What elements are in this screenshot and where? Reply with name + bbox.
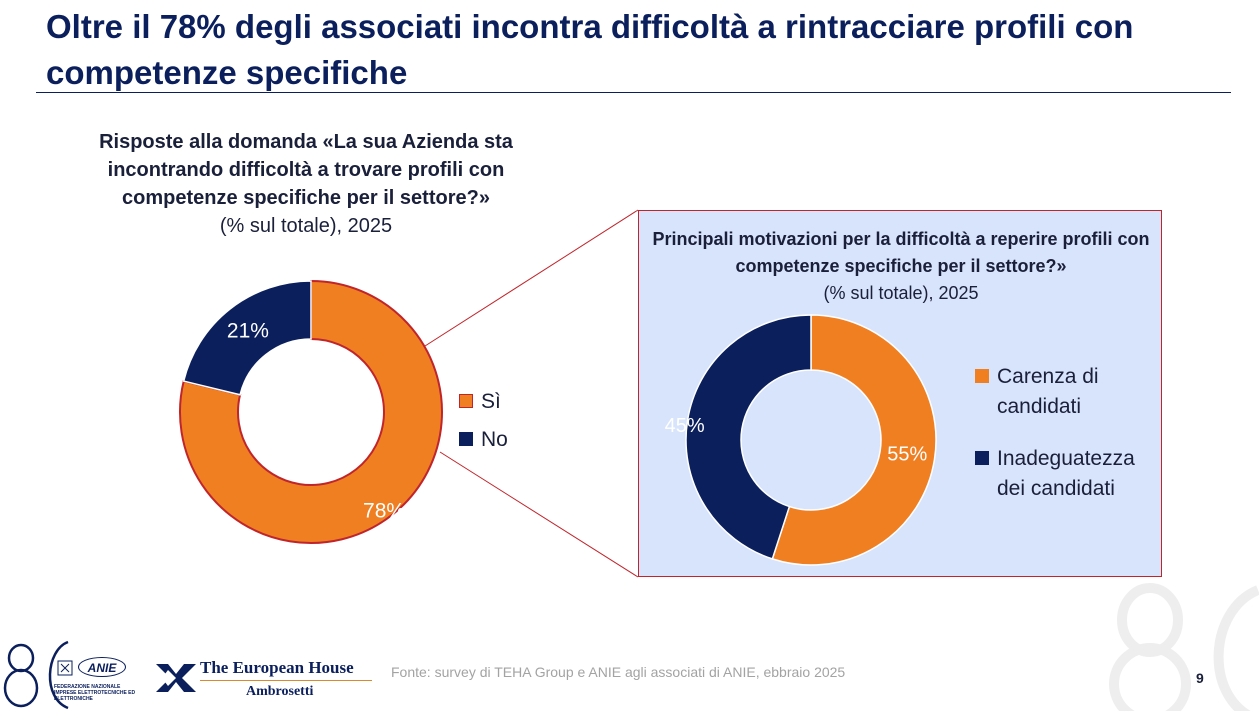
right-chart-question: Principali motivazioni per la difficoltà… <box>652 229 1150 276</box>
left-chart-legend: Sì No <box>459 387 508 463</box>
logo-80-years <box>3 640 69 710</box>
teh-logo-subname: Ambrosetti <box>246 684 314 699</box>
legend-entry: No <box>459 425 508 455</box>
donut-slice-1 <box>771 314 937 566</box>
legend-entry: Sì <box>459 387 508 417</box>
donut-chart-difficulty: 78% 21% <box>179 279 443 544</box>
title-divider <box>36 92 1231 93</box>
decorative-80-watermark <box>1109 583 1259 711</box>
anie-seal-icon <box>57 660 73 676</box>
left-chart-question: Risposte alla domanda «La sua Azienda st… <box>99 131 513 209</box>
legend-swatch <box>459 394 473 408</box>
legend-label: No <box>481 428 508 451</box>
legend-entry: Carenza di candidati <box>975 362 1135 422</box>
donut-data-label-2: 21% <box>227 319 269 342</box>
legend-swatch <box>975 369 989 383</box>
donut-data-label-1: 78% <box>363 500 405 523</box>
donut-slice-2 <box>685 314 812 560</box>
page-number: 9 <box>1196 670 1204 686</box>
anie-logo-subtext: FEDERAZIONE NAZIONALE IMPRESE ELETTROTEC… <box>54 684 136 702</box>
right-chart-legend: Carenza di candidati Inadeguatezza dei ca… <box>975 362 1135 526</box>
callout-line-bottom <box>439 451 639 578</box>
teh-logo-name: The European House <box>200 658 354 677</box>
left-chart-subtitle: (% sul totale), 2025 <box>219 215 393 237</box>
legend-swatch <box>459 432 473 446</box>
legend-swatch <box>975 451 989 465</box>
legend-label: Carenza di candidati <box>997 365 1099 418</box>
source-note: Fonte: survey di TEHA Group e ANIE agli … <box>391 664 846 680</box>
left-chart-heading: Risposte alla domanda «La sua Azienda st… <box>60 128 552 240</box>
donut-slice-1 <box>179 279 443 544</box>
right-chart-heading: Principali motivazioni per la difficoltà… <box>640 226 1162 307</box>
donut-slice-2 <box>182 280 312 396</box>
legend-label: Inadeguatezza dei candidati <box>997 447 1135 500</box>
page-title: Oltre il 78% degli associati incontra di… <box>46 8 1134 91</box>
callout-line-top <box>424 209 639 347</box>
teh-logo-rule <box>200 680 372 681</box>
legend-label: Sì <box>481 390 501 413</box>
right-chart-subtitle: (% sul totale), 2025 <box>823 283 979 303</box>
donut-chart-motivations: 55% 45% <box>665 314 937 566</box>
anie-logo: ANIE <box>78 657 126 677</box>
donut-data-label-1: 55% <box>887 444 927 466</box>
donut-data-label-2: 45% <box>665 415 705 437</box>
teh-logo-mark <box>156 664 196 692</box>
legend-entry: Inadeguatezza dei candidati <box>975 444 1135 504</box>
